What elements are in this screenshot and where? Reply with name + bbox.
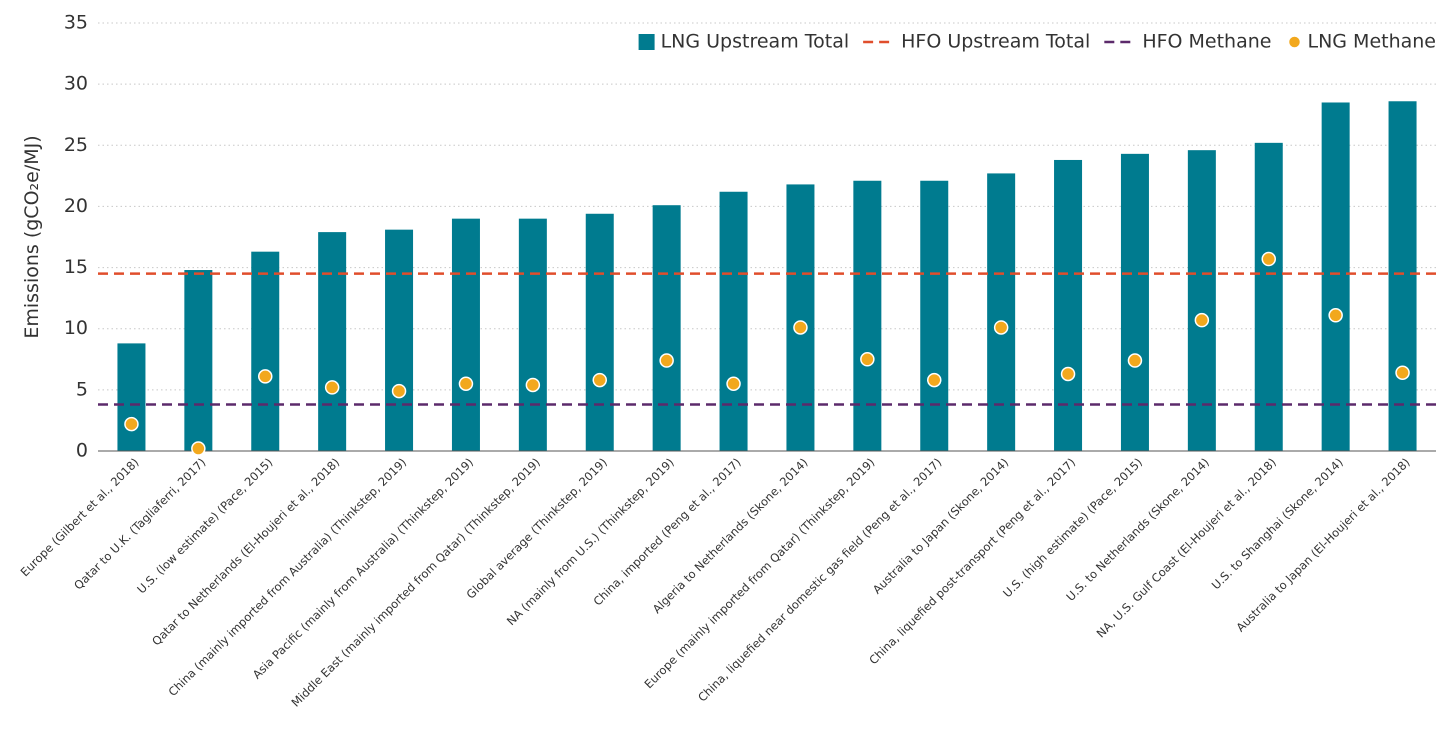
bar: [184, 270, 213, 451]
dot: [993, 320, 1009, 335]
y-tick-label: 5: [76, 378, 88, 400]
bar: [1120, 153, 1149, 452]
x-tick-label: Europe (Gilbert et al., 2018): [18, 455, 142, 579]
bar: [518, 218, 547, 451]
dot: [191, 441, 206, 456]
bar: [451, 218, 480, 451]
legend-label: HFO Methane: [1142, 31, 1271, 53]
y-tick-label: 0: [76, 440, 88, 462]
bar: [385, 229, 414, 451]
bar: [920, 180, 949, 451]
y-tick-label: 35: [64, 12, 88, 34]
x-tick-label: U.S. (low estimate) (Pace, 2015): [134, 455, 275, 596]
bar: [251, 251, 280, 451]
y-axis-label: Emissions (gCO₂e/MJ): [21, 135, 43, 338]
x-tick-label: U.S. (high estimate) (Pace, 2015): [1000, 455, 1145, 600]
x-tick-label: Middle East (mainly imported from Qatar)…: [289, 455, 543, 709]
dot: [793, 320, 808, 335]
dot: [1194, 312, 1210, 328]
x-tick-label: China (mainly imported from Australia) (…: [165, 455, 409, 699]
bar: [987, 173, 1016, 451]
bar: [117, 343, 146, 451]
x-tick-label: Europe (mainly imported from Qatar) (Thi…: [641, 455, 877, 691]
bar: [652, 205, 681, 451]
bar: [585, 213, 614, 451]
y-tick-label: 20: [64, 195, 88, 217]
dot: [1127, 353, 1143, 368]
x-tick-label: Qatar to U.K. (Tagliaferri, 2017): [71, 455, 208, 592]
x-tick-label: Global average (Thinkstep, 2019): [464, 455, 610, 601]
x-tick-label: U.S. to Shanghai (Skone, 2014): [1209, 455, 1346, 592]
dot: [927, 372, 942, 388]
bar: [853, 180, 882, 451]
legend: LNG Methane HFO Methane HFO Upstream Total…: [638, 31, 1436, 53]
dot: [1261, 251, 1276, 267]
dot: [525, 377, 541, 393]
y-tick-label: 10: [64, 317, 88, 339]
legend-swatch: [638, 34, 655, 50]
x-tick-label: Australia to Japan (Skone, 2014): [870, 455, 1011, 596]
dot: [458, 376, 474, 391]
bar: [1321, 102, 1350, 451]
dot: [391, 383, 407, 399]
bar: [786, 184, 815, 451]
x-tick-label: Asia Pacific (mainly from Australia) (Th…: [250, 455, 476, 681]
y-tick-label: 25: [64, 134, 88, 156]
bar: [1388, 101, 1417, 452]
y-tick-label: 15: [64, 256, 88, 278]
legend-label: LNG Methane: [1307, 31, 1436, 53]
dot: [860, 352, 875, 367]
bar: [1187, 150, 1216, 452]
bar: [1254, 142, 1283, 451]
x-tick-label: China, imported (Peng et al., 2017): [590, 455, 743, 608]
x-tick-label: China, liquefied near domestic gas field…: [695, 455, 944, 704]
dot: [124, 416, 139, 432]
legend-label: LNG Upstream Total: [661, 31, 850, 53]
dot: [592, 372, 607, 388]
dot: [1328, 308, 1343, 323]
bar: [1054, 159, 1083, 451]
dot: [1060, 366, 1076, 382]
legend-label: HFO Upstream Total: [901, 31, 1090, 53]
legend-swatch: [1287, 35, 1302, 49]
dot: [258, 369, 273, 384]
dot: [726, 376, 741, 391]
y-tick-label: 30: [64, 73, 88, 95]
bar: [719, 191, 748, 452]
bar: [318, 232, 347, 451]
dot: [1395, 365, 1410, 380]
dot: [659, 353, 674, 368]
x-tick-label: U.S. to Netherlands (Skone, 2014): [1063, 455, 1212, 604]
dot: [324, 380, 340, 395]
